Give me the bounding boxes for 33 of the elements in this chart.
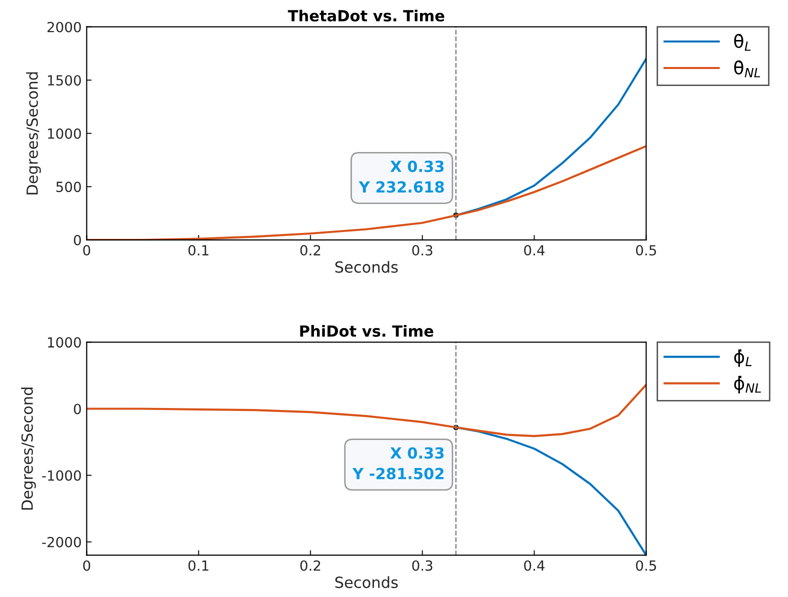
y-tick-label: -2000 [42, 536, 81, 548]
y-axis-title: Degrees/Second [21, 388, 36, 510]
y-tick-label: 0 [74, 404, 81, 414]
x-tick-label: 0.4 [524, 245, 545, 256]
x-tick-label: 0.2 [300, 245, 320, 256]
y-tick-label: 1000 [48, 337, 81, 348]
legend-label: θ̇$_{L}$ [734, 34, 751, 51]
annotation: X 0.33 Y 232.618 [358, 160, 444, 193]
y-tick-label: 500 [56, 182, 81, 192]
legend-label: ϕ̇$_{NL}$ [734, 376, 762, 394]
x-axis-title: Seconds [335, 260, 398, 273]
y-tick-label: 2000 [47, 22, 81, 32]
legend-label: θ̇$_{NL}$ [734, 60, 760, 78]
x-tick-label: 0 [83, 245, 90, 256]
annotation: X 0.33 Y -281.502 [352, 447, 444, 480]
chart-title: PhiDot vs. Time [300, 325, 434, 337]
x-tick-label: 0.5 [636, 560, 656, 571]
y-tick-label: 1000 [48, 128, 81, 139]
x-tick-label: 0.2 [300, 560, 320, 571]
y-axis-title: Degrees/Second [26, 72, 41, 194]
legend-label: ϕ̇$_{L}$ [734, 349, 752, 367]
x-tick-label: 0.1 [188, 245, 208, 256]
y-tick-label: -1000 [42, 470, 81, 481]
x-tick-label: 0.1 [188, 560, 208, 571]
y-tick-label: 0 [74, 234, 81, 246]
x-axis-title: Seconds [335, 576, 398, 588]
y-tick-label: 1500 [48, 75, 81, 86]
x-tick-label: 0.3 [412, 245, 432, 256]
x-tick-label: 0.5 [636, 245, 656, 256]
chart-title: ThetaDot vs. Time [288, 10, 444, 22]
x-tick-label: 0.3 [412, 560, 432, 571]
x-tick-label: 0.4 [524, 560, 545, 571]
x-tick-label: 0 [83, 560, 90, 571]
